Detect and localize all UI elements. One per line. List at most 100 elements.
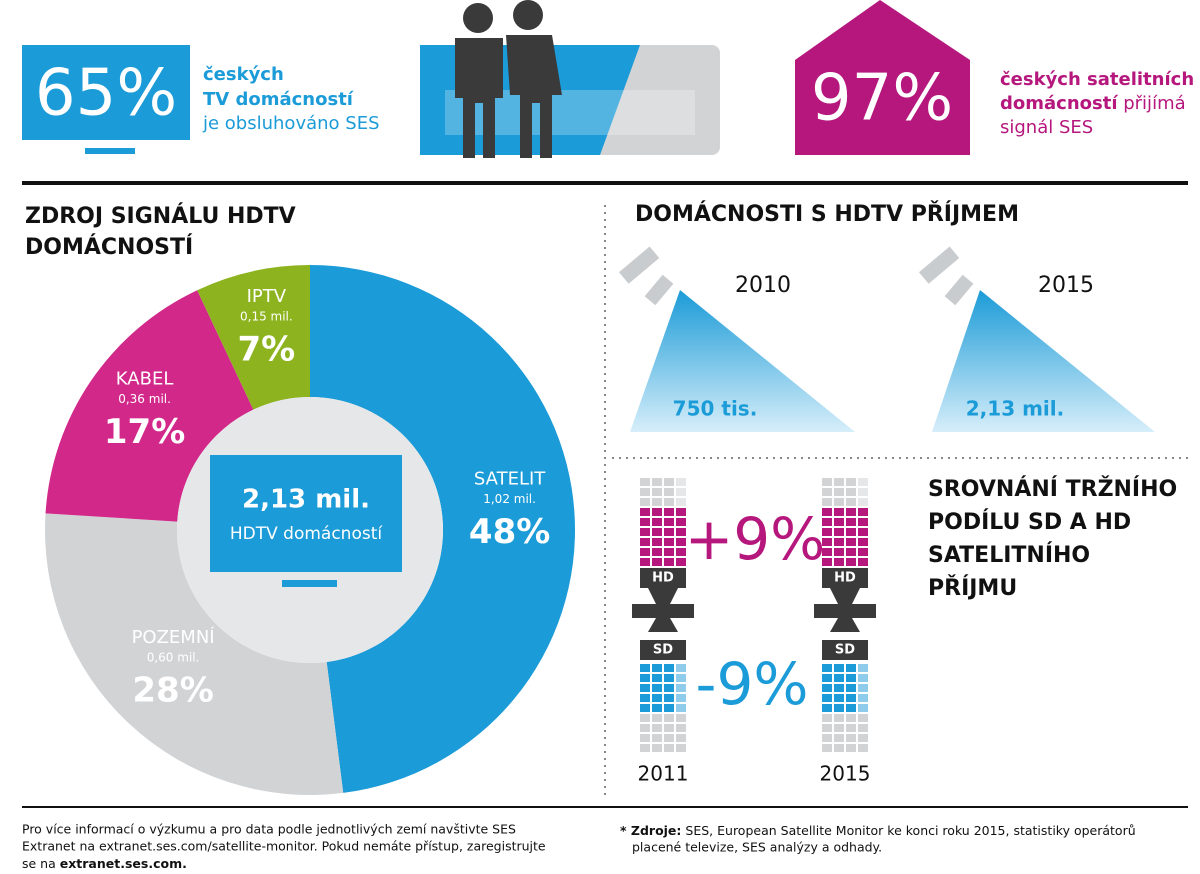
section-title: DOMÁCNOSTI S HDTV PŘÍJMEM <box>635 201 1019 227</box>
grid-cell <box>822 724 832 732</box>
house <box>795 0 970 155</box>
grid-cell <box>676 734 686 742</box>
grid-cell <box>834 478 844 486</box>
divider <box>22 806 1188 808</box>
grid-cell <box>664 664 674 672</box>
segment-name: KABEL <box>116 369 174 390</box>
grid-cell <box>652 498 662 506</box>
beam-2010 <box>618 246 855 432</box>
stat-text: přijímá <box>1123 93 1185 114</box>
grid-cell <box>676 674 686 682</box>
grid-cell <box>858 744 868 752</box>
sd-tag <box>822 640 868 660</box>
grid-cell <box>652 724 662 732</box>
grid-cell <box>846 488 856 496</box>
grid-cell <box>846 734 856 742</box>
section-title: SROVNÁNÍ TRŽNÍHO <box>928 476 1177 502</box>
grid-cell <box>652 734 662 742</box>
grid-cell <box>822 714 832 722</box>
grid-cell <box>652 478 662 486</box>
grid-cell <box>846 548 856 556</box>
grid-cell <box>664 488 674 496</box>
tv-stand <box>85 148 135 154</box>
grid-cell <box>652 684 662 692</box>
footer-text: * Zdroje: SES, European Satellite Monito… <box>620 823 1136 838</box>
segment-value: 7% <box>238 329 296 369</box>
year: 2011 <box>638 762 689 786</box>
grid-cell <box>858 558 868 566</box>
grid-cell <box>640 694 650 702</box>
hd-tag <box>640 568 686 588</box>
grid-cell <box>664 558 674 566</box>
grid-cell <box>640 528 650 536</box>
grid-cell <box>846 518 856 526</box>
donut-segment <box>197 265 310 410</box>
year: 2010 <box>735 273 791 298</box>
grid-cell <box>640 498 650 506</box>
grid-cell <box>858 734 868 742</box>
grid-cell <box>834 528 844 536</box>
connector-bar <box>632 604 694 618</box>
grid-cell <box>822 528 832 536</box>
grid-cell <box>676 478 686 486</box>
segment-name: SATELIT <box>474 468 546 489</box>
center-stand <box>282 580 337 587</box>
grid-cell <box>846 694 856 702</box>
grid-cell <box>676 538 686 546</box>
grid-cell <box>858 548 868 556</box>
donut-segment <box>44 513 344 795</box>
section-title: ZDROJ SIGNÁLU HDTV <box>25 203 296 229</box>
stat-text: signál SES <box>1000 117 1093 138</box>
grid-cell <box>640 744 650 752</box>
sd-change: -9% <box>696 650 809 718</box>
grid-cell <box>822 674 832 682</box>
grid-cell <box>858 538 868 546</box>
grid-cell <box>652 508 662 516</box>
grid-cell <box>858 684 868 692</box>
grid-cell <box>858 674 868 682</box>
grid-cell <box>858 508 868 516</box>
hd-label: HD <box>652 571 674 586</box>
grid-cell <box>846 724 856 732</box>
grid-cell <box>834 734 844 742</box>
grid-cell <box>652 714 662 722</box>
grid-cell <box>676 518 686 526</box>
grid-cell <box>834 714 844 722</box>
connector <box>830 588 860 604</box>
grid-cell <box>822 518 832 526</box>
grid-cell <box>640 478 650 486</box>
donut-segment <box>310 265 576 793</box>
connector <box>648 618 678 632</box>
section-title: DOMÁCNOSTÍ <box>25 234 193 260</box>
beam-2015 <box>918 246 1155 432</box>
grid-cell <box>664 684 674 692</box>
grid-cell <box>822 744 832 752</box>
grid-cell <box>664 478 674 486</box>
grid-cell <box>676 498 686 506</box>
grid-cell <box>664 508 674 516</box>
grid-cell <box>652 674 662 682</box>
connector <box>648 588 678 604</box>
grid-cell <box>652 664 662 672</box>
grid-cell <box>846 704 856 712</box>
grid-cell <box>640 558 650 566</box>
donut-chart: SATELIT 1,02 mil. 48% POZEMNÍ 0,60 mil. 28% KA… <box>44 265 576 795</box>
grid-cell <box>834 704 844 712</box>
grid-cell <box>676 714 686 722</box>
beam-value: 750 tis. <box>673 397 758 421</box>
sd-tag <box>640 640 686 660</box>
connector-bar <box>814 604 876 618</box>
grid-cell <box>858 724 868 732</box>
grid-cell <box>846 508 856 516</box>
stat-figure: 97% <box>811 62 953 136</box>
grid-cell <box>640 488 650 496</box>
grid-cell <box>652 488 662 496</box>
tv-screen <box>22 45 190 140</box>
grid-cell <box>846 538 856 546</box>
stat-text: domácností přijímá <box>1000 93 1186 114</box>
grid-cell <box>640 684 650 692</box>
grid-cell <box>652 538 662 546</box>
grid-cell <box>846 478 856 486</box>
section-title: PŘÍJMU <box>928 575 1017 601</box>
